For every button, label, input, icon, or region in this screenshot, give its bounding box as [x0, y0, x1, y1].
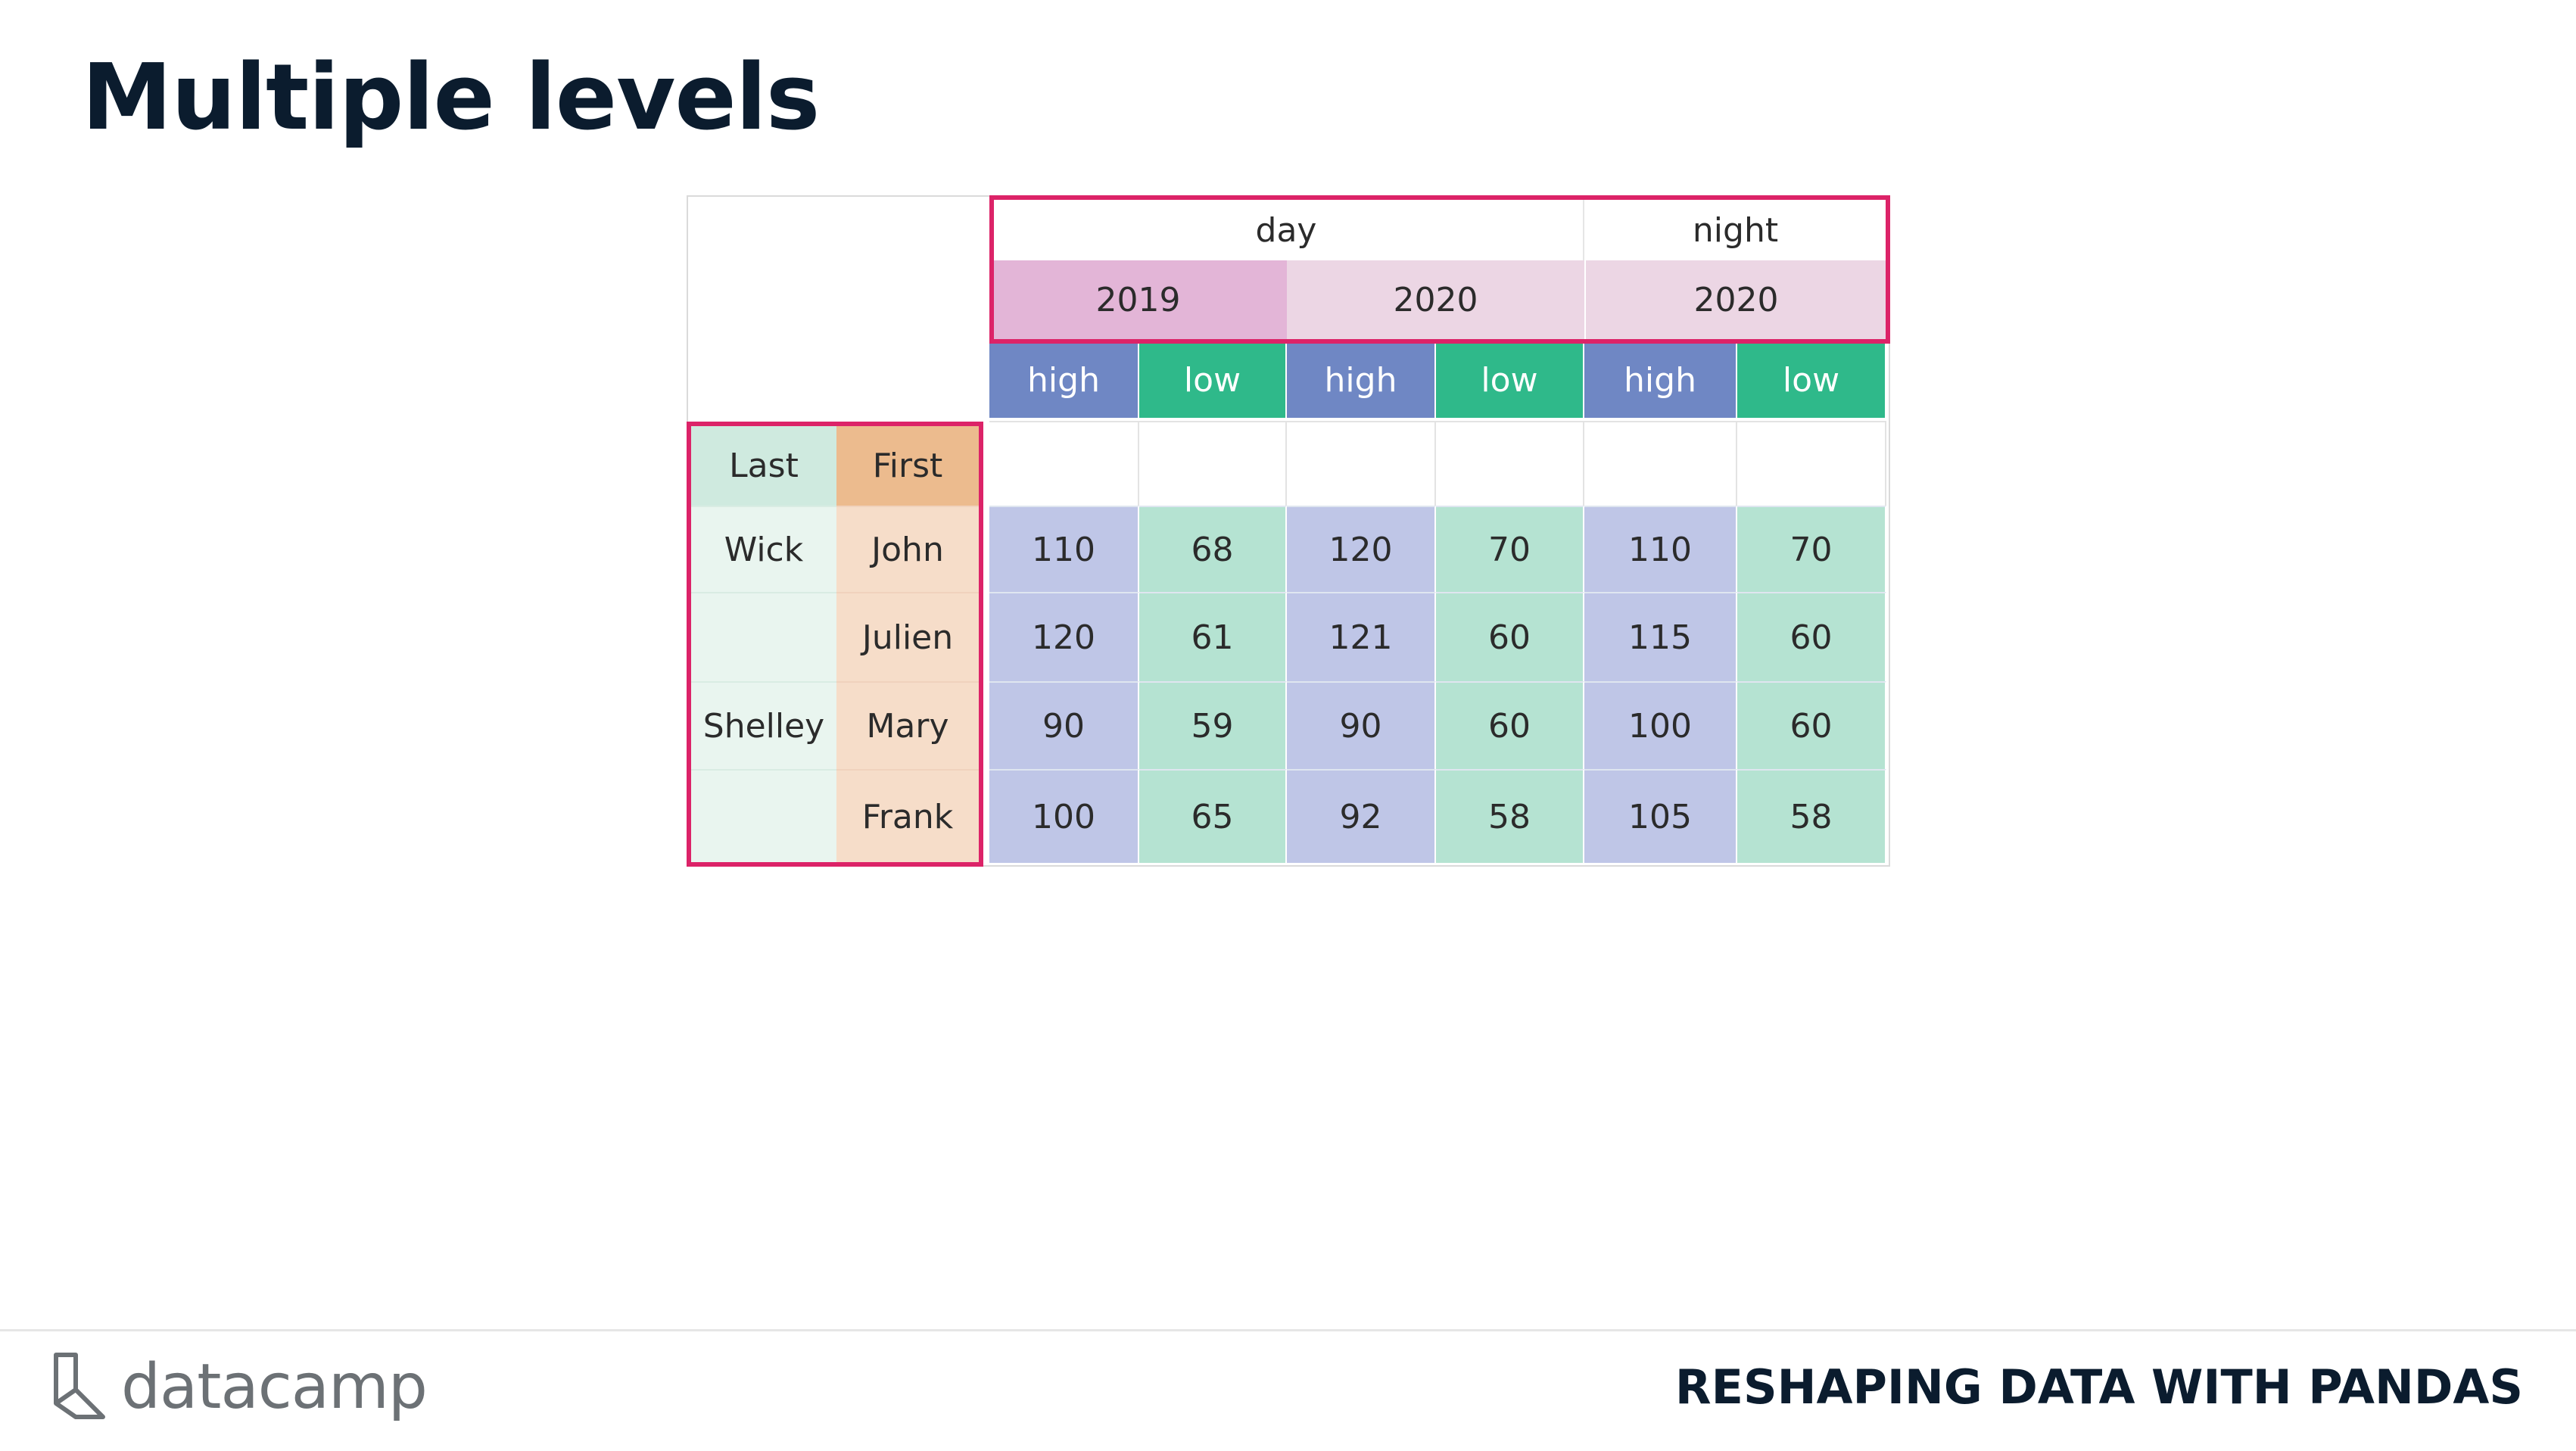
- value-cell: 70: [1737, 506, 1886, 592]
- value-cell: 100: [989, 769, 1139, 863]
- header-high: high: [1584, 342, 1737, 418]
- header-high: high: [989, 342, 1139, 418]
- value-cell: 110: [989, 506, 1139, 592]
- index-name-last: Last: [691, 426, 836, 506]
- value-cell: 60: [1436, 592, 1584, 681]
- value-cell: 92: [1287, 769, 1436, 863]
- value-cell: 65: [1139, 769, 1287, 863]
- header-low: low: [1737, 342, 1886, 418]
- brand-logo: datacamp: [50, 1349, 428, 1425]
- value-cell: 120: [1287, 506, 1436, 592]
- footer-divider: [0, 1329, 2576, 1331]
- blank-cell: [989, 421, 1139, 506]
- value-cell: 70: [1436, 506, 1584, 592]
- index-last-cell: Shelley: [691, 681, 836, 769]
- header-low: low: [1139, 342, 1287, 418]
- header-year-2020-night: 2020: [1584, 260, 1886, 339]
- header-year-2019: 2019: [989, 260, 1287, 339]
- header-low: low: [1436, 342, 1584, 418]
- value-cell: 68: [1139, 506, 1287, 592]
- slide-title: Multiple levels: [82, 45, 820, 151]
- blank-cell: [1139, 421, 1287, 506]
- value-cell: 90: [1287, 681, 1436, 769]
- index-last-cell: [691, 592, 836, 681]
- value-cell: 121: [1287, 592, 1436, 681]
- value-cell: 60: [1436, 681, 1584, 769]
- datacamp-logo-icon: [54, 1353, 105, 1419]
- value-cell: 100: [1584, 681, 1737, 769]
- value-cell: 90: [989, 681, 1139, 769]
- index-first-cell: Frank: [836, 769, 979, 863]
- value-cell: 120: [989, 592, 1139, 681]
- blank-cell: [1287, 421, 1436, 506]
- index-first-cell: Mary: [836, 681, 979, 769]
- blank-cell: [1436, 421, 1584, 506]
- value-cell: 58: [1737, 769, 1886, 863]
- value-cell: 110: [1584, 506, 1737, 592]
- value-cell: 115: [1584, 592, 1737, 681]
- course-title: RESHAPING DATA WITH PANDAS: [1674, 1359, 2523, 1415]
- value-cell: 60: [1737, 592, 1886, 681]
- value-cell: 105: [1584, 769, 1737, 863]
- index-first-cell: John: [836, 506, 979, 592]
- header-night: night: [1584, 200, 1886, 260]
- header-year-2020-day: 2020: [1287, 260, 1584, 339]
- index-last-cell: [691, 769, 836, 863]
- header-high: high: [1287, 342, 1436, 418]
- index-last-cell: Wick: [691, 506, 836, 592]
- index-name-first: First: [836, 426, 979, 506]
- value-cell: 59: [1139, 681, 1287, 769]
- value-cell: 61: [1139, 592, 1287, 681]
- blank-cell: [1737, 421, 1886, 506]
- column-levels-highlight-outline: [989, 195, 1890, 344]
- index-highlight-outline: [687, 422, 983, 867]
- blank-cell: [1584, 421, 1737, 506]
- index-first-cell: Julien: [836, 592, 979, 681]
- brand-name: datacamp: [121, 1350, 428, 1423]
- value-cell: 60: [1737, 681, 1886, 769]
- value-cell: 58: [1436, 769, 1584, 863]
- header-day: day: [989, 200, 1584, 260]
